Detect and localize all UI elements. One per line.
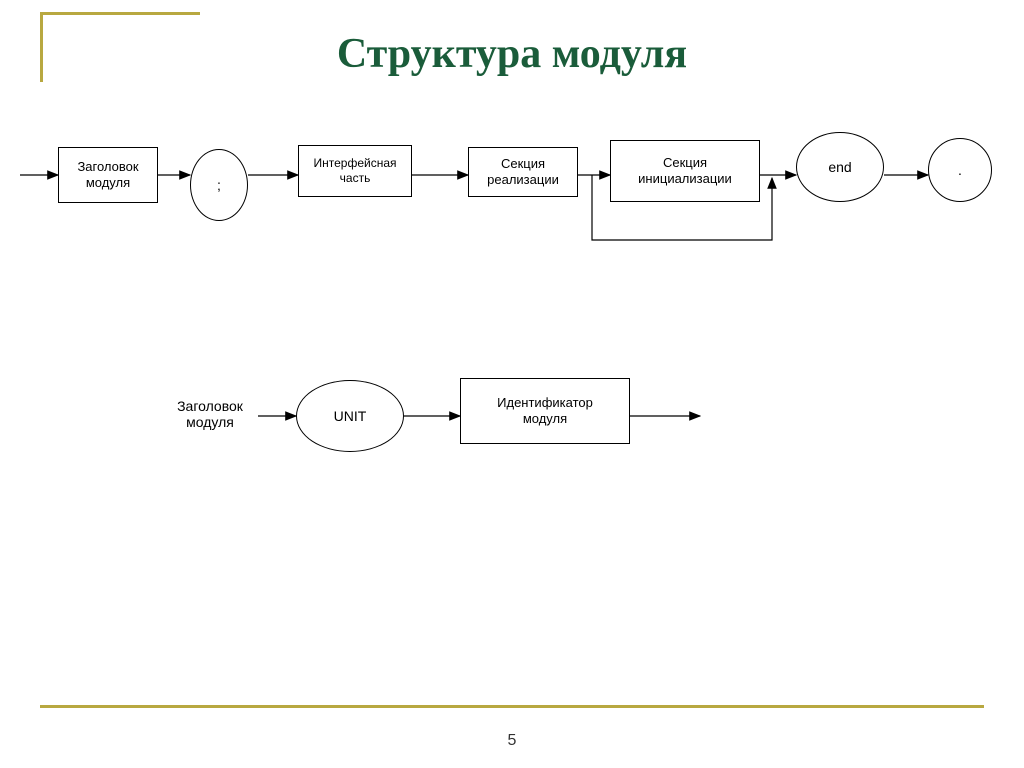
- page-number: 5: [0, 732, 1024, 750]
- node-header: Заголовокмодуля: [58, 147, 158, 203]
- node-dot: .: [928, 138, 992, 202]
- node-end: end: [796, 132, 884, 202]
- node-impl: Секцияреализации: [468, 147, 578, 197]
- node-interface: Интерфейснаячасть: [298, 145, 412, 197]
- node-ident: Идентификатормодуля: [460, 378, 630, 444]
- label-header2: Заголовокмодуля: [150, 398, 270, 430]
- bottom-rule: [40, 705, 984, 708]
- node-semicolon: ;: [190, 149, 248, 221]
- node-unit: UNIT: [296, 380, 404, 452]
- node-init: Секцияинициализации: [610, 140, 760, 202]
- page-title: Структура модуля: [0, 30, 1024, 78]
